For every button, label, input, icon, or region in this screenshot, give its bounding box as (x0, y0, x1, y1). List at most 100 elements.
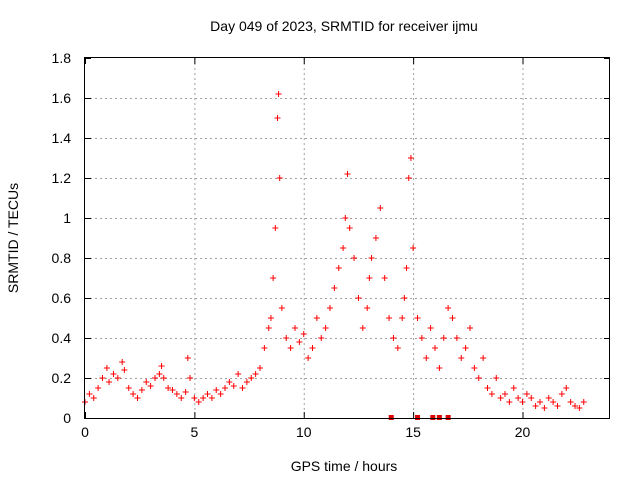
data-point (200, 395, 206, 401)
data-point (366, 275, 372, 281)
data-point (345, 171, 351, 177)
data-point (226, 379, 232, 385)
x-tick-labels: 0 5 10 15 20 (81, 424, 530, 440)
data-point (327, 305, 333, 311)
data-point (399, 315, 405, 321)
data-point (156, 371, 162, 377)
data-point (502, 391, 508, 397)
y-tick-label: 1.8 (52, 50, 72, 66)
data-point (524, 391, 530, 397)
data-point (369, 255, 375, 261)
data-point (404, 265, 410, 271)
data-point (185, 355, 191, 361)
data-point (489, 391, 495, 397)
data-point (205, 391, 211, 397)
x-tick-label: 0 (81, 424, 89, 440)
data-point (213, 387, 219, 393)
data-point (209, 395, 215, 401)
data-point (401, 295, 407, 301)
data-point (183, 389, 189, 395)
axis-ticks (85, 58, 610, 419)
data-point (152, 375, 158, 381)
data-point (467, 325, 473, 331)
data-point (355, 295, 361, 301)
data-point (231, 383, 237, 389)
y-tick-label: 0 (63, 410, 71, 426)
data-point (100, 375, 106, 381)
data-point (95, 385, 101, 391)
data-point (428, 325, 434, 331)
y-tick-label: 1.2 (52, 170, 72, 186)
x-tick-label: 5 (190, 424, 198, 440)
data-point (410, 245, 416, 251)
data-point (301, 331, 307, 337)
data-point (126, 385, 132, 391)
y-tick-label: 0.4 (52, 330, 72, 346)
data-point (515, 395, 521, 401)
data-point (419, 335, 425, 341)
data-point (296, 339, 302, 345)
data-point (305, 355, 311, 361)
data-point (559, 391, 565, 397)
y-tick-labels: 0 0.2 0.4 0.6 0.8 1 1.2 1.4 1.6 1.8 (52, 50, 72, 426)
chart-title: Day 049 of 2023, SRMTID for receiver ijm… (210, 18, 478, 34)
data-point (406, 175, 412, 181)
data-point (314, 315, 320, 321)
data-point (257, 365, 263, 371)
data-point (196, 399, 202, 405)
data-point (423, 355, 429, 361)
y-tick-label: 1 (63, 210, 71, 226)
data-point (174, 391, 180, 397)
data-point (143, 379, 149, 385)
data-point (454, 335, 460, 341)
data-point (283, 335, 289, 341)
data-point (218, 391, 224, 397)
data-point (493, 375, 499, 381)
x-tick-label: 20 (515, 424, 531, 440)
data-point (441, 335, 447, 341)
data-point (342, 215, 348, 221)
data-point (336, 265, 342, 271)
data-point (528, 395, 534, 401)
y-tick-label: 1.6 (52, 90, 72, 106)
grid-lines (85, 58, 610, 418)
data-point (568, 399, 574, 405)
data-point (135, 395, 141, 401)
data-point (581, 399, 587, 405)
data-point (148, 383, 154, 389)
data-point (276, 91, 282, 97)
y-tick-label: 0.6 (52, 290, 72, 306)
data-point (110, 371, 116, 377)
data-point (390, 335, 396, 341)
zero-value-marker (446, 415, 451, 420)
y-tick-label: 1.4 (52, 130, 72, 146)
data-point (471, 365, 477, 371)
srmtid-chart: Day 049 of 2023, SRMTID for receiver ijm… (0, 0, 640, 480)
data-point (506, 399, 512, 405)
data-point (463, 345, 469, 351)
zero-value-marker (430, 415, 435, 420)
data-point (485, 385, 491, 391)
data-point (364, 305, 370, 311)
y-axis-label: SRMTID / TECUs (5, 183, 21, 293)
data-point (395, 345, 401, 351)
data-point (537, 399, 543, 405)
x-axis-label: GPS time / hours (291, 458, 398, 474)
data-point (119, 359, 125, 365)
data-point (550, 399, 556, 405)
data-point (458, 355, 464, 361)
data-point (563, 385, 569, 391)
data-point (253, 371, 259, 377)
data-point (121, 367, 127, 373)
data-point (240, 385, 246, 391)
data-point (244, 379, 250, 385)
data-point (292, 325, 298, 331)
data-point (347, 225, 353, 231)
data-point (498, 395, 504, 401)
data-point (275, 115, 281, 121)
x-tick-label: 15 (405, 424, 421, 440)
data-point (445, 305, 451, 311)
data-point (450, 315, 456, 321)
data-point (318, 335, 324, 341)
data-point (476, 375, 482, 381)
